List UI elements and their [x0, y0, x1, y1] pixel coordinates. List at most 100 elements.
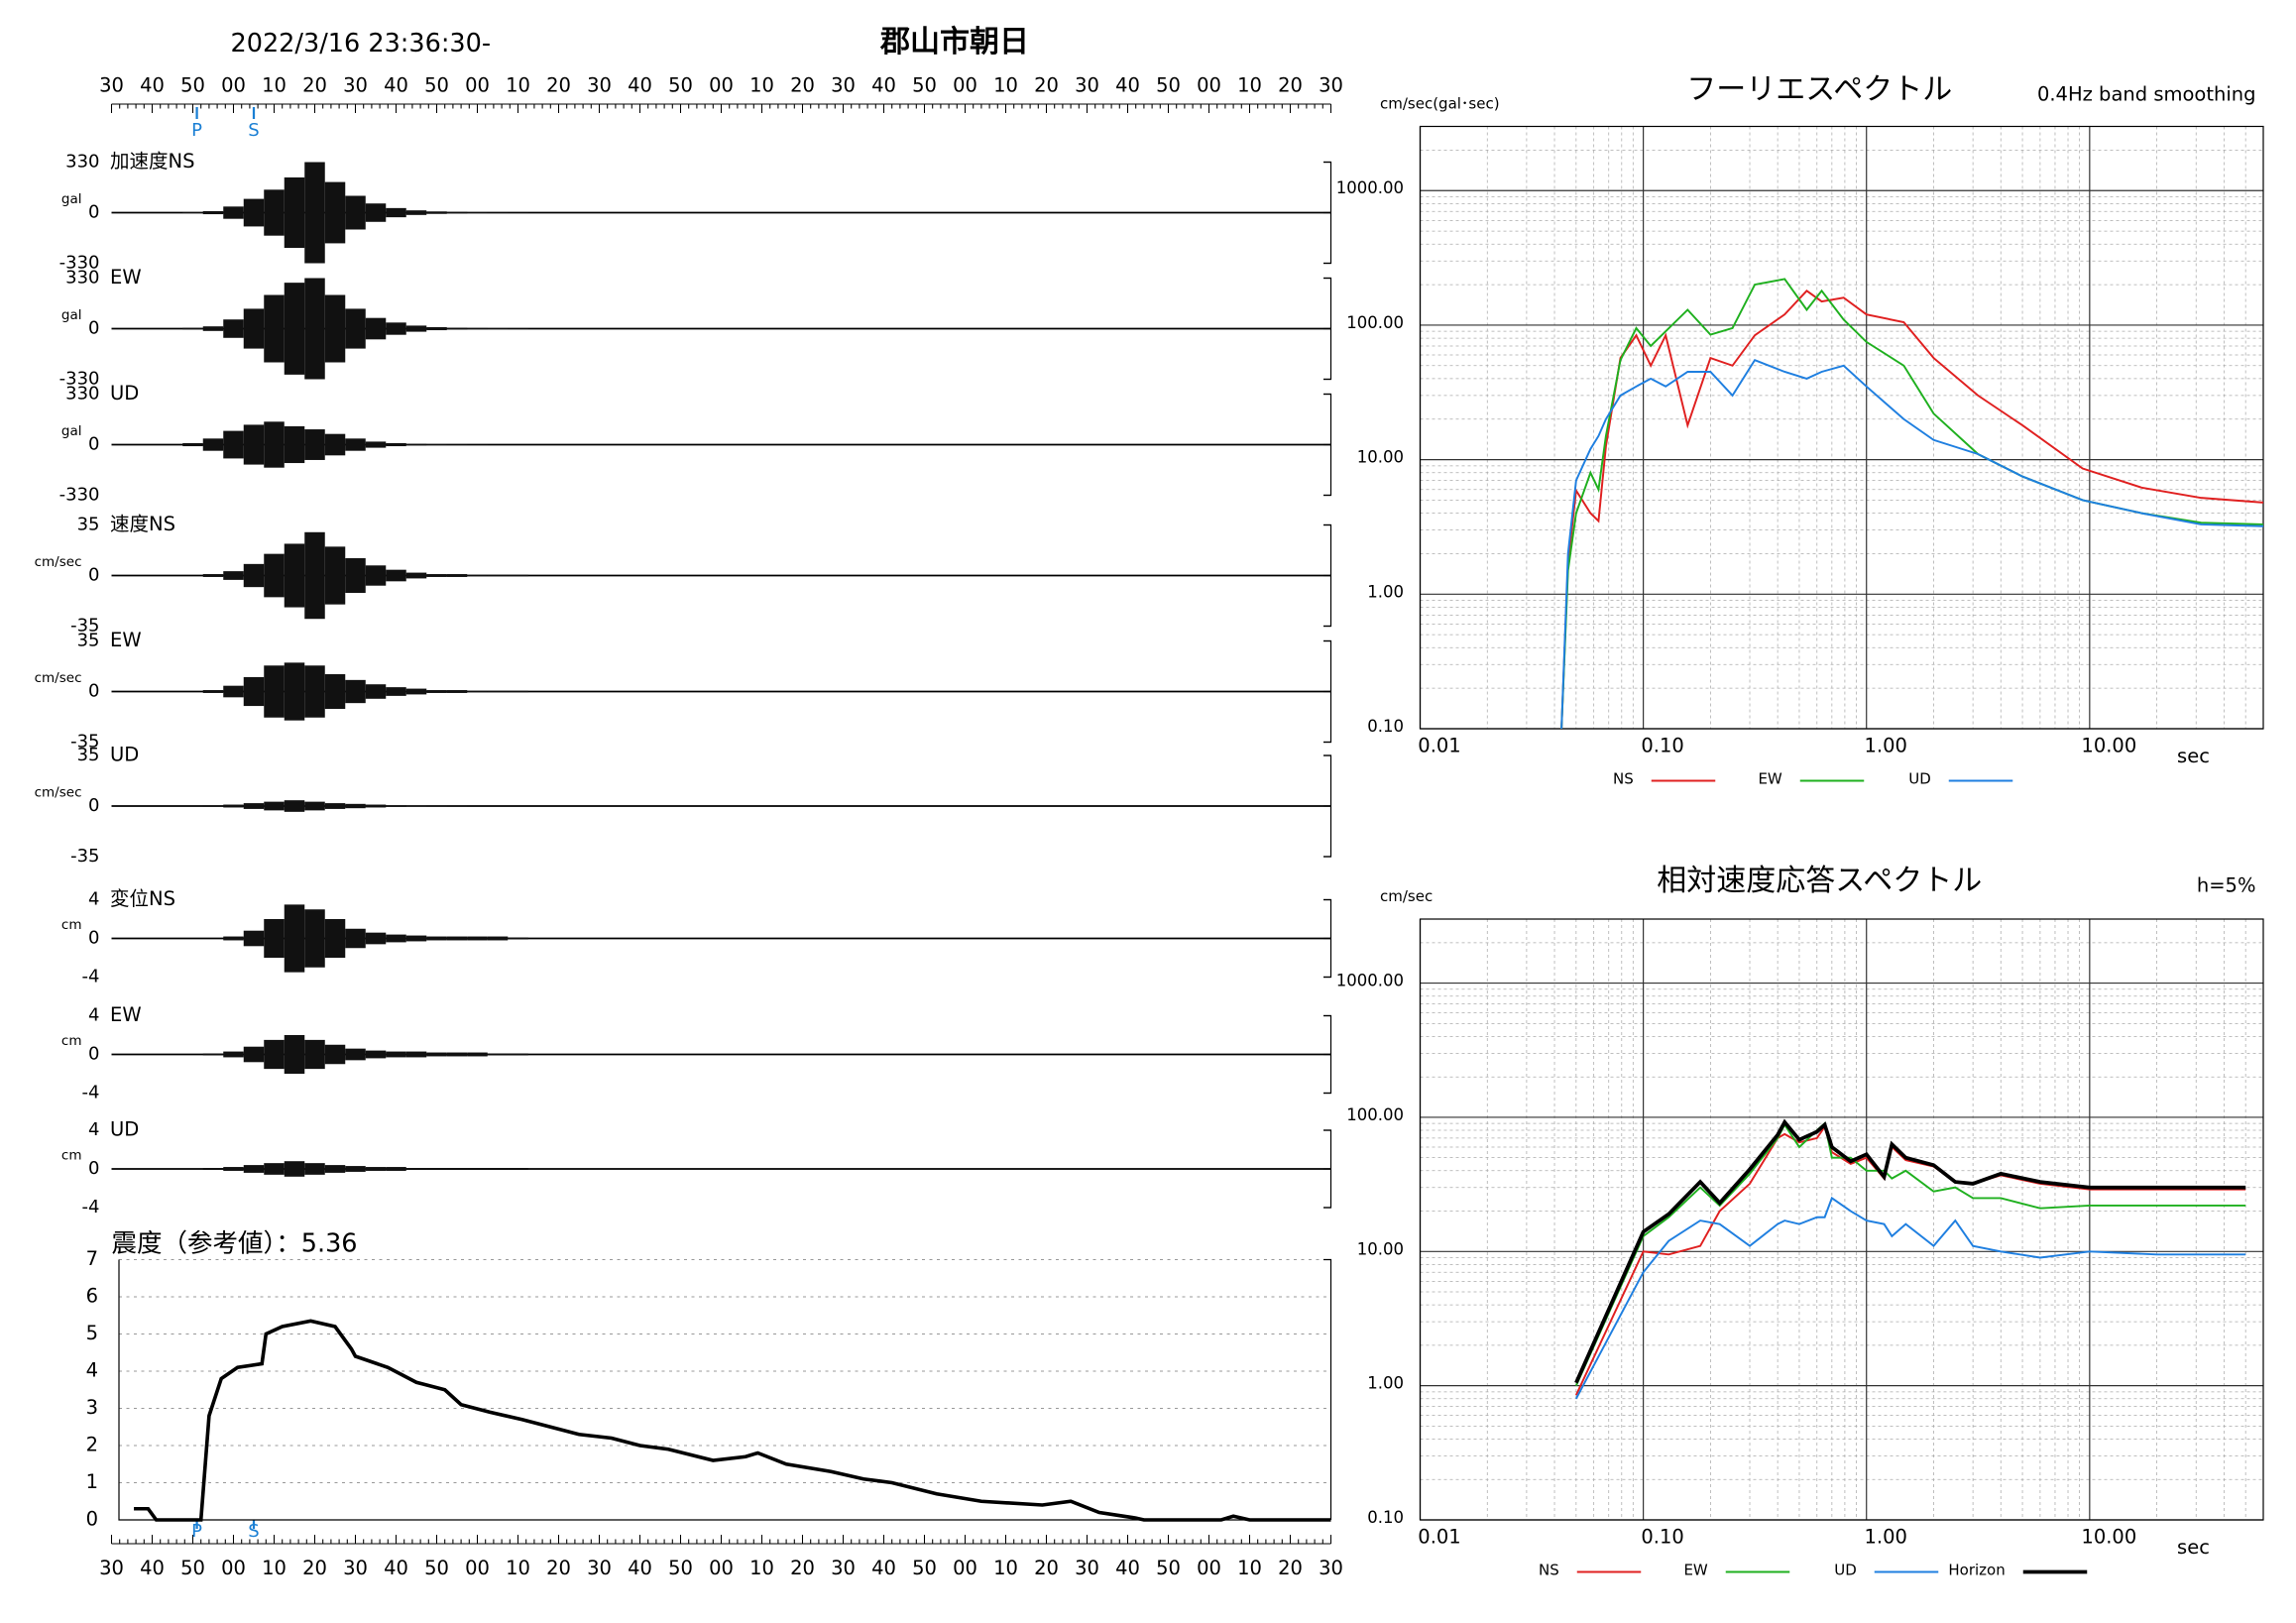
- amplitude-bar: [405, 325, 427, 332]
- chart-title: フーリエスペクトル: [1686, 72, 1952, 107]
- amplitude-bar: [508, 328, 528, 329]
- panel-bracket: [1323, 754, 1332, 858]
- time-label: 30: [99, 1557, 124, 1579]
- y-tick-label: 1000.00: [1336, 178, 1404, 197]
- plot-frame: [1419, 918, 2264, 1521]
- amplitude-bar: [264, 801, 285, 811]
- amplitude-bar: [223, 685, 244, 698]
- time-label: 50: [1156, 1557, 1181, 1579]
- y-tick-label: -35: [70, 732, 99, 753]
- time-label: 10: [506, 74, 530, 97]
- amplitude-bar: [264, 553, 285, 598]
- time-label: 00: [465, 1557, 490, 1579]
- amplitude-bar: [324, 1044, 346, 1065]
- x-tick-label: 10.00: [2081, 1526, 2136, 1549]
- amplitude-bar: [243, 1165, 265, 1173]
- panel-bracket: [1323, 161, 1332, 265]
- y-tick-label: -35: [70, 616, 99, 637]
- panel-bracket: [1323, 393, 1332, 497]
- amplitude-bar: [202, 1053, 224, 1056]
- time-label: 50: [668, 1557, 693, 1579]
- time-label: 30: [1075, 1557, 1099, 1579]
- amplitude-bar: [202, 805, 224, 807]
- amplitude-bar: [446, 1052, 468, 1057]
- x-axis-label: sec: [2177, 745, 2210, 767]
- amplitude-bar: [426, 574, 447, 577]
- amplitude-bar: [182, 442, 203, 447]
- amplitude-bar: [426, 936, 447, 941]
- unit-label: gal: [61, 307, 82, 323]
- time-label: 40: [628, 1557, 652, 1579]
- amplitude-bar: [304, 1163, 325, 1175]
- time-label: 20: [790, 74, 815, 97]
- amplitude-bar: [365, 804, 387, 808]
- amplitude-bar: [324, 674, 346, 709]
- y-tick-label: 0: [88, 795, 99, 816]
- amplitude-bar: [487, 212, 509, 213]
- x-tick-label: 10.00: [2081, 735, 2136, 757]
- amplitude-bar: [223, 936, 244, 941]
- amplitude-bar: [304, 1039, 325, 1070]
- amplitude-bar: [243, 308, 265, 349]
- amplitude-bar: [446, 327, 468, 330]
- amplitude-bar: [405, 1051, 427, 1058]
- panel-bracket: [1323, 1014, 1332, 1095]
- y-tick-label: 10.00: [1357, 448, 1404, 467]
- amplitude-bar: [386, 1167, 406, 1171]
- time-label: 20: [790, 1557, 815, 1579]
- time-label: 30: [587, 1557, 612, 1579]
- time-label: 40: [140, 1557, 165, 1579]
- amplitude-bar: [243, 198, 265, 227]
- amplitude-bar: [386, 1051, 406, 1058]
- amplitude-bar: [487, 328, 509, 329]
- amplitude-bar: [223, 1051, 244, 1058]
- amplitude-bar: [365, 932, 387, 945]
- y-tick-label: 1.00: [1367, 582, 1404, 601]
- y-tick-label: 10.00: [1357, 1239, 1404, 1258]
- amplitude-bar: [467, 327, 488, 330]
- time-label: 10: [993, 1557, 1018, 1579]
- amplitude-bar: [365, 684, 387, 699]
- phase-label: P: [191, 1521, 202, 1542]
- amplitude-bar: [264, 421, 285, 468]
- y-tick-label: 35: [77, 515, 100, 535]
- y-tick-label: -330: [59, 485, 100, 506]
- time-label: 50: [912, 1557, 937, 1579]
- amplitude-bar: [467, 936, 488, 941]
- unit-label: cm: [61, 1148, 82, 1164]
- time-label: 20: [1278, 1557, 1303, 1579]
- amplitude-bar: [386, 569, 406, 582]
- x-tick-label: 0.10: [1641, 1526, 1683, 1549]
- amplitude-bar: [264, 919, 285, 959]
- trace-label: EW: [110, 266, 142, 289]
- amplitude-bar: [284, 800, 305, 812]
- amplitude-bar: [324, 181, 346, 244]
- y-tick-label: 1.00: [1367, 1374, 1404, 1393]
- amplitude-bar: [284, 543, 305, 608]
- y-tick-label: -330: [59, 253, 100, 274]
- time-label: 10: [506, 1557, 530, 1579]
- trace-label: 変位NS: [110, 887, 175, 910]
- chart-subtitle: 0.4Hz band smoothing: [2037, 83, 2256, 106]
- y-tick-label: -4: [82, 1197, 100, 1217]
- y-tick-label: 0.10: [1367, 717, 1404, 736]
- amplitude-bar: [467, 212, 488, 213]
- amplitude-bar: [304, 278, 325, 380]
- time-label: 20: [546, 1557, 571, 1579]
- chart-title: 相対速度応答スペクトル: [1657, 864, 1982, 898]
- amplitude-bar: [284, 1035, 305, 1075]
- amplitude-bar: [345, 308, 366, 349]
- amplitude-bar: [467, 574, 488, 577]
- amplitude-bar: [243, 803, 265, 809]
- time-label: 10: [749, 74, 774, 97]
- amplitude-bar: [182, 327, 203, 330]
- time-label: 30: [1319, 74, 1343, 97]
- amplitude-bar: [426, 444, 447, 445]
- plot-frame: [1419, 125, 2264, 730]
- phase-label: S: [248, 120, 259, 141]
- amplitude-bar: [446, 444, 468, 445]
- amplitude-bar: [264, 1163, 285, 1175]
- time-label: 10: [1237, 74, 1262, 97]
- unit-label: cm/sec: [35, 554, 82, 570]
